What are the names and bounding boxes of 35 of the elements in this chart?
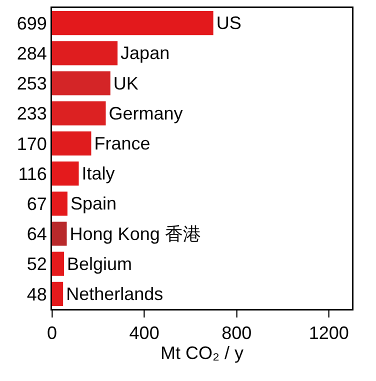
y-tick-label: Hong Kong 香港 — [70, 224, 201, 244]
y-tick-label: US — [216, 13, 242, 34]
data-label: 233 — [16, 104, 47, 124]
y-tick-label: Netherlands — [66, 284, 164, 304]
x-tick-label: 400 — [129, 323, 160, 344]
x-tick-label: 0 — [46, 323, 58, 344]
bar — [52, 192, 68, 216]
y-tick-label: France — [94, 133, 150, 154]
bar — [52, 11, 214, 36]
x-axis-title: Mt CO₂ / y — [160, 343, 244, 364]
data-label: 170 — [16, 134, 47, 154]
bar — [52, 222, 67, 246]
x-tick-label: 800 — [222, 323, 252, 344]
data-label: 52 — [26, 254, 47, 274]
bar — [52, 41, 118, 66]
data-label: 64 — [26, 224, 47, 244]
bar — [52, 252, 64, 276]
bar — [52, 71, 110, 96]
bar — [52, 162, 79, 186]
y-tick-label: UK — [113, 73, 138, 94]
data-label: 253 — [16, 74, 47, 94]
data-label: 116 — [18, 164, 47, 184]
y-tick-label: Germany — [108, 103, 183, 124]
data-label: 284 — [16, 43, 47, 64]
y-tick-label: Spain — [70, 194, 117, 214]
y-tick-label: Belgium — [67, 254, 132, 274]
bar — [52, 131, 92, 156]
bar — [52, 101, 106, 126]
data-label: 67 — [26, 194, 47, 214]
bar — [52, 282, 64, 306]
y-tick-label: Japan — [120, 43, 170, 64]
y-tick-label: Italy — [82, 164, 115, 184]
data-label: 699 — [16, 13, 47, 34]
x-tick-label: 1200 — [308, 323, 349, 344]
data-label: 48 — [26, 284, 47, 304]
